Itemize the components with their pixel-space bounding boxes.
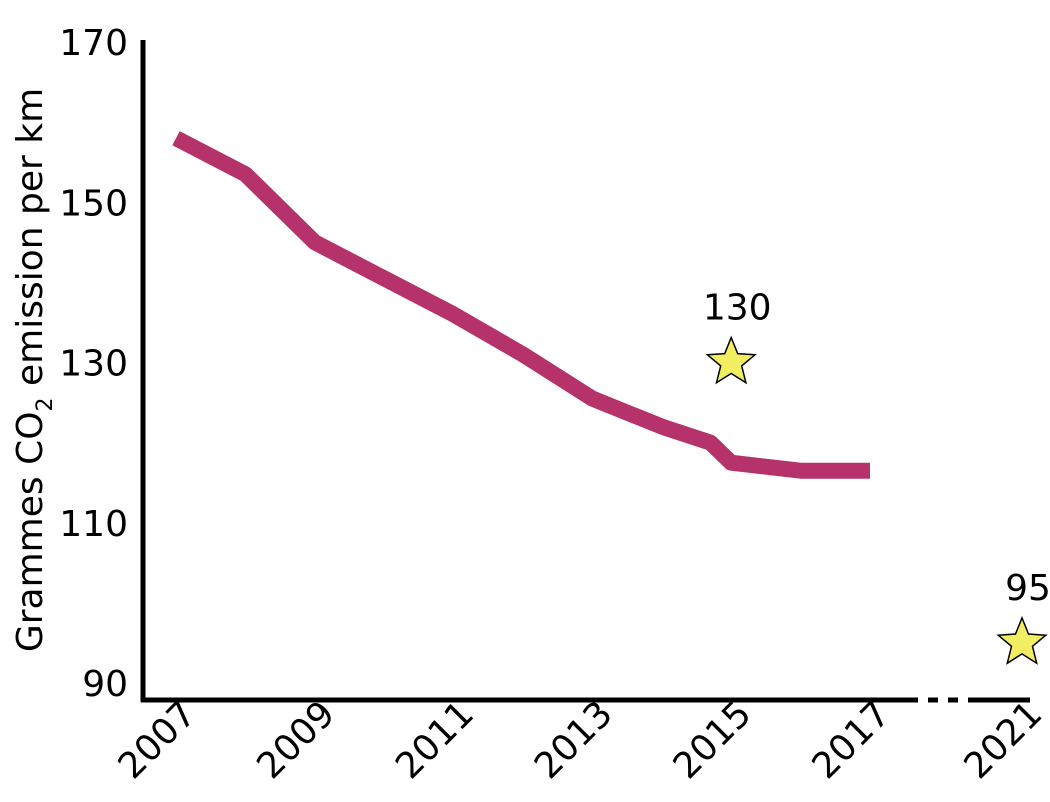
target-markers: 130 95 [703, 288, 1050, 665]
y-tick-labels: 90 110 130 150 170 [59, 23, 128, 705]
y-tick-label: 110 [59, 504, 128, 545]
target-label: 95 [1005, 568, 1050, 609]
y-axis-title: Grammes CO2 emission per km [10, 88, 58, 652]
series-line [172, 131, 870, 479]
x-tick-label: 2011 [388, 693, 482, 787]
target-star-icon [705, 335, 757, 385]
x-tick-label: 2009 [249, 693, 343, 787]
y-tick-label: 130 [59, 344, 128, 385]
y-axis-title-subscript: 2 [33, 397, 58, 411]
x-tick-labels: 2007 2009 2011 2013 2015 2017 2021 [111, 693, 1050, 787]
x-tick-label: 2021 [957, 693, 1050, 787]
x-tick-label: 2013 [527, 693, 621, 787]
y-axis-title-main: Grammes CO [10, 411, 51, 652]
target-label: 130 [703, 288, 772, 329]
x-tick-label: 2015 [666, 693, 760, 787]
series-group [172, 131, 870, 479]
x-tick-label: 2017 [805, 693, 899, 787]
y-axis-title-suffix: emission per km [10, 88, 51, 398]
y-tick-label: 90 [82, 664, 128, 705]
y-tick-label: 170 [59, 23, 128, 64]
y-tick-label: 150 [59, 183, 128, 224]
target-star-icon [996, 615, 1048, 665]
axes [140, 40, 1030, 703]
x-tick-label: 2007 [111, 693, 205, 787]
